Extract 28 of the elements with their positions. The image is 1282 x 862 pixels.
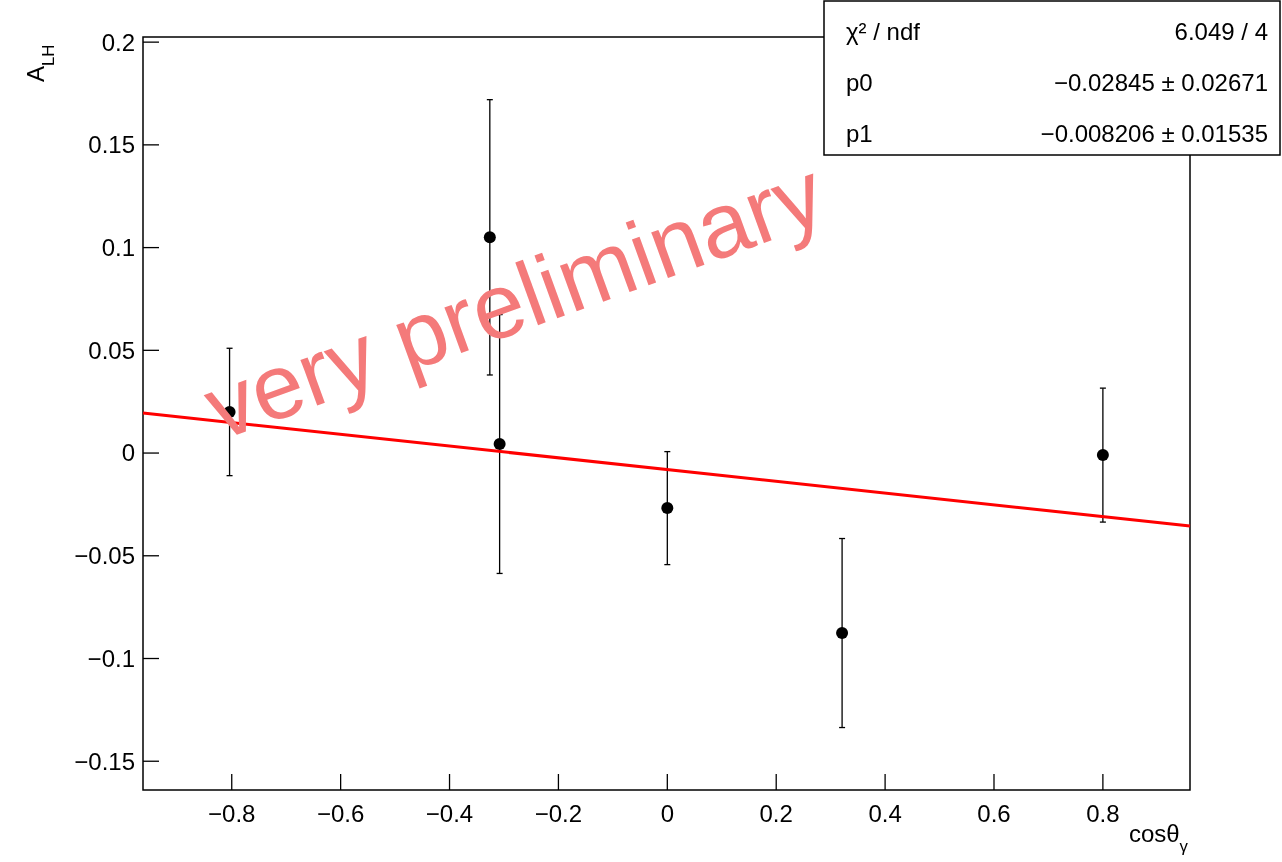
x-tick-label: −0.6 bbox=[316, 800, 365, 827]
x-axis-title: cosθ$_{γ}$ bbox=[1128, 820, 1189, 856]
annotation: p1 bbox=[846, 120, 873, 147]
y-tick-label: 0.05 bbox=[88, 336, 135, 364]
annotation: χ² / ndf bbox=[846, 18, 921, 45]
y-tick-label: 0 bbox=[121, 439, 135, 467]
y-tick-label: 0.15 bbox=[88, 131, 135, 159]
x-tick-label: −0.2 bbox=[534, 800, 583, 827]
x-tick-label: 0.8 bbox=[1086, 800, 1120, 827]
annotation: p0 bbox=[846, 69, 873, 96]
y-tick-label: 0.2 bbox=[101, 28, 135, 56]
point bbox=[493, 438, 506, 451]
x-tick-label: 0.6 bbox=[977, 800, 1011, 827]
point bbox=[836, 627, 849, 640]
point bbox=[661, 502, 674, 515]
x-tick-label: 0.2 bbox=[759, 800, 793, 827]
annotation: −0.02845 ± 0.02671 bbox=[1053, 69, 1268, 96]
x-tick-label: 0 bbox=[660, 800, 674, 827]
y-tick-label: −0.1 bbox=[87, 644, 135, 672]
annotation: −0.008206 ± 0.01535 bbox=[1040, 120, 1268, 147]
y-tick-label: 0.1 bbox=[101, 233, 135, 261]
x-tick-label: −0.4 bbox=[425, 800, 474, 827]
annotation: 6.049 / 4 bbox=[1174, 18, 1268, 45]
y-tick-label: −0.05 bbox=[74, 542, 135, 570]
x-tick-label: 0.4 bbox=[868, 800, 902, 827]
y-tick-label: −0.15 bbox=[74, 747, 135, 775]
point bbox=[1096, 449, 1109, 462]
x-tick-label: −0.8 bbox=[208, 800, 256, 827]
